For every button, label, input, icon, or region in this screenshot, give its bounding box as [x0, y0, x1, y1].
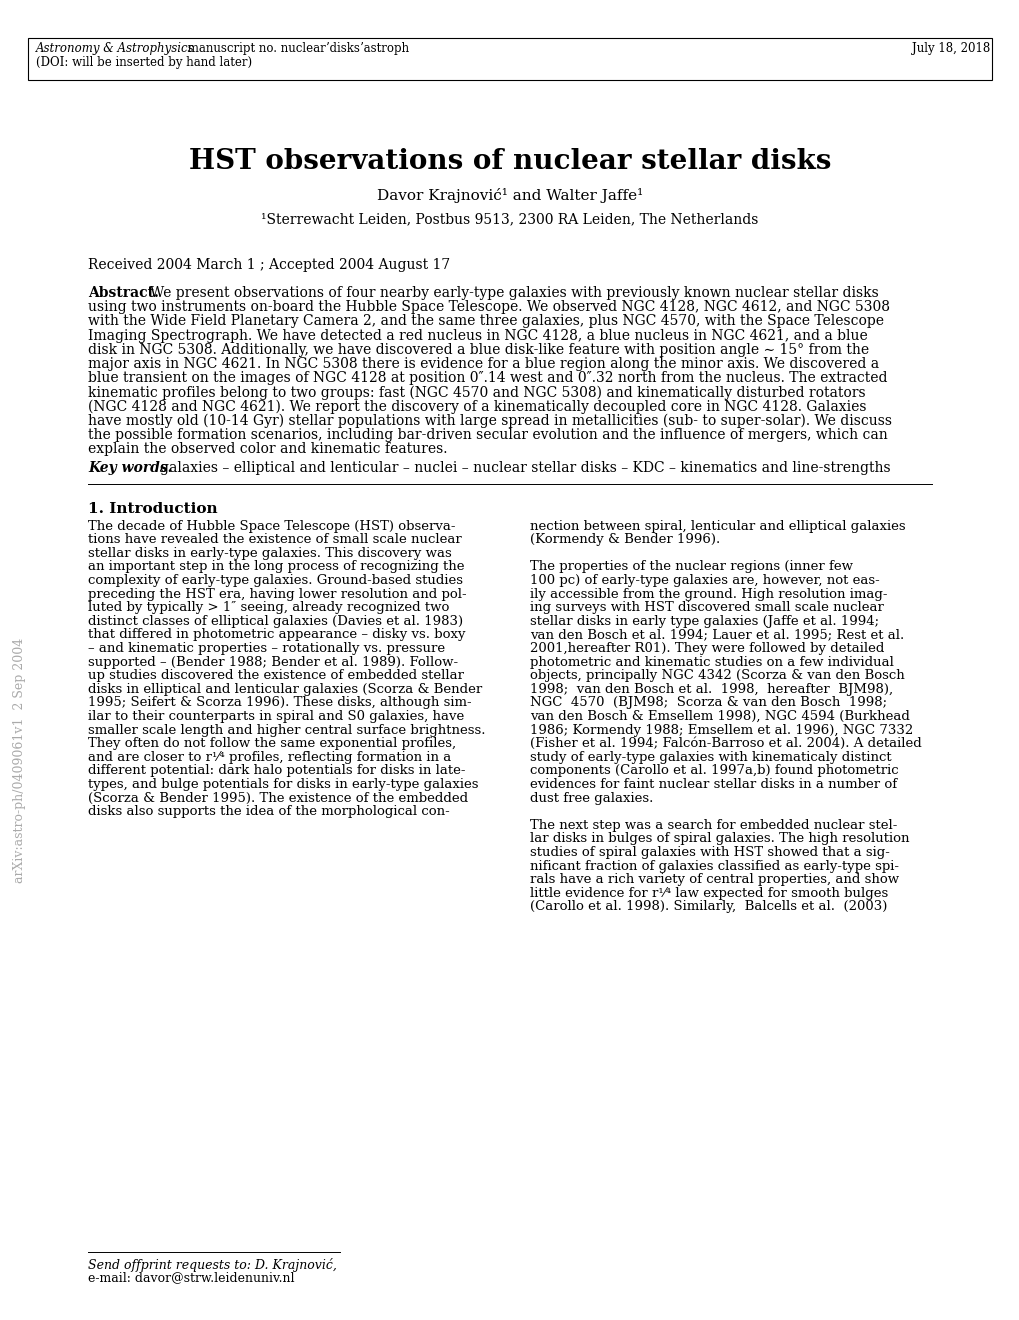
Text: (NGC 4128 and NGC 4621). We report the discovery of a kinematically decoupled co: (NGC 4128 and NGC 4621). We report the d…: [88, 400, 866, 414]
Text: HST observations of nuclear stellar disks: HST observations of nuclear stellar disk…: [189, 148, 830, 176]
Text: nificant fraction of galaxies classified as early-type spi-: nificant fraction of galaxies classified…: [530, 859, 898, 873]
Text: ing surveys with HST discovered small scale nuclear: ing surveys with HST discovered small sc…: [530, 601, 883, 614]
Text: van den Bosch & Emsellem 1998), NGC 4594 (Burkhead: van den Bosch & Emsellem 1998), NGC 4594…: [530, 710, 909, 723]
Text: July 18, 2018: July 18, 2018: [911, 42, 989, 55]
Text: with the Wide Field Planetary Camera 2, and the same three galaxies, plus NGC 45: with the Wide Field Planetary Camera 2, …: [88, 314, 883, 329]
Text: preceding the HST era, having lower resolution and pol-: preceding the HST era, having lower reso…: [88, 587, 466, 601]
Text: disk in NGC 5308. Additionally, we have discovered a blue disk-like feature with: disk in NGC 5308. Additionally, we have …: [88, 343, 868, 356]
Text: 1986; Kormendy 1988; Emsellem et al. 1996), NGC 7332: 1986; Kormendy 1988; Emsellem et al. 199…: [530, 723, 912, 737]
Text: The properties of the nuclear regions (inner few: The properties of the nuclear regions (i…: [530, 561, 852, 573]
Text: van den Bosch et al. 1994; Lauer et al. 1995; Rest et al.: van den Bosch et al. 1994; Lauer et al. …: [530, 628, 904, 642]
Text: little evidence for r¹⁄⁴ law expected for smooth bulges: little evidence for r¹⁄⁴ law expected fo…: [530, 887, 888, 900]
Text: (Scorza & Bender 1995). The existence of the embedded: (Scorza & Bender 1995). The existence of…: [88, 792, 468, 805]
Text: that differed in photometric appearance – disky vs. boxy: that differed in photometric appearance …: [88, 628, 465, 642]
Text: different potential: dark halo potentials for disks in late-: different potential: dark halo potential…: [88, 764, 465, 777]
Text: studies of spiral galaxies with HST showed that a sig-: studies of spiral galaxies with HST show…: [530, 846, 889, 859]
Text: and are closer to r¹⁄⁴ profiles, reflecting formation in a: and are closer to r¹⁄⁴ profiles, reflect…: [88, 751, 450, 764]
Text: (Carollo et al. 1998). Similarly,  Balcells et al.  (2003): (Carollo et al. 1998). Similarly, Balcel…: [530, 900, 887, 913]
Text: an important step in the long process of recognizing the: an important step in the long process of…: [88, 561, 464, 573]
Text: The decade of Hubble Space Telescope (HST) observa-: The decade of Hubble Space Telescope (HS…: [88, 520, 455, 532]
Text: rals have a rich variety of central properties, and show: rals have a rich variety of central prop…: [530, 874, 898, 886]
Text: NGC  4570  (BJM98;  Scorza & van den Bosch  1998;: NGC 4570 (BJM98; Scorza & van den Bosch …: [530, 697, 887, 709]
Text: e-mail: davor@strw.leidenuniv.nl: e-mail: davor@strw.leidenuniv.nl: [88, 1271, 294, 1284]
Text: 1995; Seifert & Scorza 1996). These disks, although sim-: 1995; Seifert & Scorza 1996). These disk…: [88, 697, 471, 709]
Text: Send offprint requests to: D. Krajnović,: Send offprint requests to: D. Krajnović,: [88, 1258, 336, 1272]
Text: ¹Sterrewacht Leiden, Postbus 9513, 2300 RA Leiden, The Netherlands: ¹Sterrewacht Leiden, Postbus 9513, 2300 …: [261, 213, 758, 226]
Text: Davor Krajnović¹ and Walter Jaffe¹: Davor Krajnović¹ and Walter Jaffe¹: [376, 187, 643, 203]
Text: luted by typically > 1″ seeing, already recognized two: luted by typically > 1″ seeing, already …: [88, 601, 449, 614]
Text: objects, principally NGC 4342 (Scorza & van den Bosch: objects, principally NGC 4342 (Scorza & …: [530, 669, 904, 682]
Text: using two instruments on-board the Hubble Space Telescope. We observed NGC 4128,: using two instruments on-board the Hubbl…: [88, 300, 890, 314]
Text: We present observations of four nearby early-type galaxies with previously known: We present observations of four nearby e…: [150, 286, 878, 300]
Text: evidences for faint nuclear stellar disks in a number of: evidences for faint nuclear stellar disk…: [530, 777, 897, 791]
Text: The next step was a search for embedded nuclear stel-: The next step was a search for embedded …: [530, 818, 897, 832]
Text: types, and bulge potentials for disks in early-type galaxies: types, and bulge potentials for disks in…: [88, 777, 478, 791]
Text: complexity of early-type galaxies. Ground-based studies: complexity of early-type galaxies. Groun…: [88, 574, 463, 587]
Bar: [28, 38, 991, 81]
Text: Abstract.: Abstract.: [88, 286, 159, 300]
Text: 1. Introduction: 1. Introduction: [88, 502, 217, 516]
Text: galaxies – elliptical and lenticular – nuclei – nuclear stellar disks – KDC – ki: galaxies – elliptical and lenticular – n…: [160, 462, 890, 475]
Text: stellar disks in early type galaxies (Jaffe et al. 1994;: stellar disks in early type galaxies (Ja…: [530, 615, 878, 628]
Text: dust free galaxies.: dust free galaxies.: [530, 792, 653, 805]
Text: Astronomy & Astrophysics: Astronomy & Astrophysics: [36, 42, 195, 55]
Text: disks also supports the idea of the morphological con-: disks also supports the idea of the morp…: [88, 805, 449, 818]
Text: components (Carollo et al. 1997a,b) found photometric: components (Carollo et al. 1997a,b) foun…: [530, 764, 898, 777]
Text: explain the observed color and kinematic features.: explain the observed color and kinematic…: [88, 442, 447, 457]
Text: manuscript no. nuclearʼdisksʼastroph: manuscript no. nuclearʼdisksʼastroph: [183, 42, 409, 55]
Text: 2001,hereafter R01). They were followed by detailed: 2001,hereafter R01). They were followed …: [530, 642, 883, 655]
Text: distinct classes of elliptical galaxies (Davies et al. 1983): distinct classes of elliptical galaxies …: [88, 615, 463, 628]
Text: arXiv:astro-ph/0409061v1  2 Sep 2004: arXiv:astro-ph/0409061v1 2 Sep 2004: [13, 638, 26, 883]
Text: up studies discovered the existence of embedded stellar: up studies discovered the existence of e…: [88, 669, 464, 682]
Text: 1998;  van den Bosch et al.  1998,  hereafter  BJM98),: 1998; van den Bosch et al. 1998, hereaft…: [530, 682, 893, 696]
Text: 100 pc) of early-type galaxies are, however, not eas-: 100 pc) of early-type galaxies are, howe…: [530, 574, 878, 587]
Text: study of early-type galaxies with kinematicaly distinct: study of early-type galaxies with kinema…: [530, 751, 891, 764]
Text: (DOI: will be inserted by hand later): (DOI: will be inserted by hand later): [36, 55, 252, 69]
Text: ily accessible from the ground. High resolution imag-: ily accessible from the ground. High res…: [530, 587, 887, 601]
Text: blue transient on the images of NGC 4128 at position 0″.14 west and 0″.32 north : blue transient on the images of NGC 4128…: [88, 371, 887, 385]
Text: (Kormendy & Bender 1996).: (Kormendy & Bender 1996).: [530, 533, 719, 546]
Text: stellar disks in early-type galaxies. This discovery was: stellar disks in early-type galaxies. Th…: [88, 546, 451, 560]
Text: disks in elliptical and lenticular galaxies (Scorza & Bender: disks in elliptical and lenticular galax…: [88, 682, 482, 696]
Text: nection between spiral, lenticular and elliptical galaxies: nection between spiral, lenticular and e…: [530, 520, 905, 532]
Text: smaller scale length and higher central surface brightness.: smaller scale length and higher central …: [88, 723, 485, 737]
Text: Imaging Spectrograph. We have detected a red nucleus in NGC 4128, a blue nucleus: Imaging Spectrograph. We have detected a…: [88, 329, 867, 343]
Text: Received 2004 March 1 ; Accepted 2004 August 17: Received 2004 March 1 ; Accepted 2004 Au…: [88, 257, 449, 272]
Text: (Fisher et al. 1994; Falcón-Barroso et al. 2004). A detailed: (Fisher et al. 1994; Falcón-Barroso et a…: [530, 737, 921, 750]
Text: – and kinematic properties – rotationally vs. pressure: – and kinematic properties – rotationall…: [88, 642, 444, 655]
Text: photometric and kinematic studies on a few individual: photometric and kinematic studies on a f…: [530, 656, 893, 669]
Text: supported – (Bender 1988; Bender et al. 1989). Follow-: supported – (Bender 1988; Bender et al. …: [88, 656, 458, 669]
Text: Key words.: Key words.: [88, 462, 172, 475]
Text: They often do not follow the same exponential profiles,: They often do not follow the same expone…: [88, 737, 455, 750]
Text: lar disks in bulges of spiral galaxies. The high resolution: lar disks in bulges of spiral galaxies. …: [530, 833, 909, 845]
Text: the possible formation scenarios, including bar-driven secular evolution and the: the possible formation scenarios, includ…: [88, 428, 887, 442]
Text: major axis in NGC 4621. In NGC 5308 there is evidence for a blue region along th: major axis in NGC 4621. In NGC 5308 ther…: [88, 356, 878, 371]
Text: have mostly old (10-14 Gyr) stellar populations with large spread in metalliciti: have mostly old (10-14 Gyr) stellar popu…: [88, 413, 892, 428]
Text: ilar to their counterparts in spiral and S0 galaxies, have: ilar to their counterparts in spiral and…: [88, 710, 464, 723]
Text: kinematic profiles belong to two groups: fast (NGC 4570 and NGC 5308) and kinema: kinematic profiles belong to two groups:…: [88, 385, 865, 400]
Text: tions have revealed the existence of small scale nuclear: tions have revealed the existence of sma…: [88, 533, 462, 546]
